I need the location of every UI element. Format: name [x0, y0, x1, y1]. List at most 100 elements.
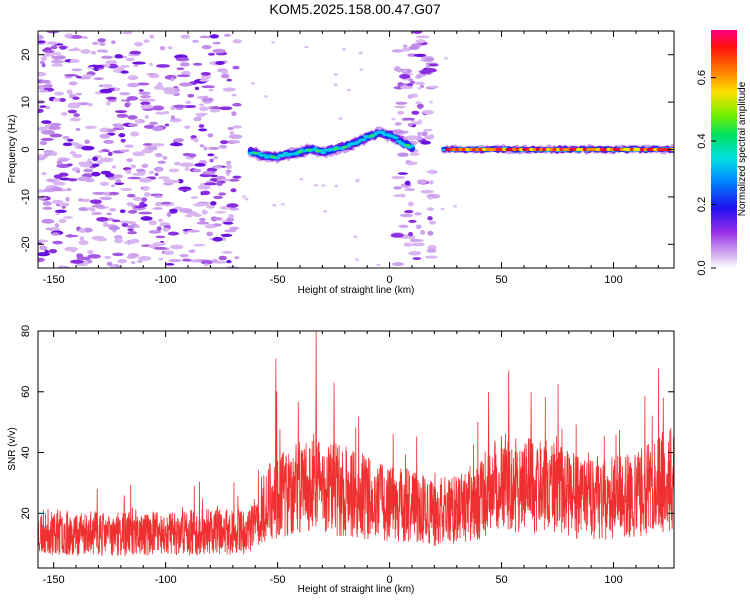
noise-speck	[148, 230, 162, 234]
noise-speck	[38, 126, 48, 132]
noise-speck	[72, 47, 79, 51]
noise-speck	[130, 131, 140, 137]
noise-speck	[103, 220, 108, 226]
noise-speck	[154, 172, 159, 177]
noise-speck	[38, 257, 45, 263]
noise-speck	[207, 153, 215, 157]
noise-speck	[272, 203, 277, 207]
noise-speck	[149, 121, 159, 126]
noise-speck	[58, 218, 67, 224]
signal-core	[252, 151, 259, 155]
noise-speck	[78, 228, 86, 233]
noise-speck	[126, 158, 133, 163]
noise-speck	[206, 204, 216, 209]
noise-speck	[224, 229, 237, 233]
noise-speck	[50, 59, 64, 64]
noise-speck	[170, 77, 175, 82]
noise-speck	[127, 176, 141, 180]
noise-speck	[180, 34, 191, 39]
noise-speck	[230, 188, 237, 193]
noise-speck	[136, 260, 143, 264]
noise-speck	[163, 250, 175, 256]
noise-speck	[99, 157, 114, 163]
noise-speck	[202, 171, 216, 175]
noise-speck	[148, 170, 155, 175]
noise-speck	[415, 224, 422, 230]
noise-speck	[56, 160, 63, 166]
noise-speck	[411, 242, 425, 247]
noise-speck	[91, 235, 106, 241]
noise-speck	[408, 251, 422, 256]
noise-speck	[271, 40, 276, 44]
noise-speck	[228, 214, 234, 219]
noise-speck	[116, 113, 129, 118]
noise-speck	[83, 260, 89, 265]
noise-speck	[104, 255, 112, 259]
noise-speck	[99, 88, 113, 94]
noise-speck	[394, 122, 402, 126]
noise-speck	[184, 125, 191, 130]
noise-speck	[120, 99, 126, 102]
noise-speck	[100, 55, 114, 59]
noise-speck	[355, 178, 360, 182]
noise-speck	[414, 81, 425, 86]
noise-speck	[110, 184, 116, 188]
noise-speck	[203, 182, 218, 186]
spectrogram-x-tick-label: 0	[387, 274, 393, 286]
signal-cell	[355, 140, 362, 144]
noise-speck	[169, 208, 178, 214]
noise-speck	[84, 139, 90, 145]
noise-speck	[211, 258, 218, 264]
noise-speck	[210, 201, 217, 206]
noise-speck	[102, 84, 113, 88]
noise-speck	[428, 100, 433, 104]
noise-speck	[404, 135, 419, 141]
noise-speck	[416, 103, 424, 109]
noise-speck	[166, 212, 172, 217]
noise-speck	[391, 262, 405, 267]
noise-speck	[197, 184, 211, 190]
noise-speck	[144, 98, 156, 102]
snr-y-tick-label: 40	[20, 446, 32, 458]
signal-core	[297, 150, 304, 154]
noise-speck	[126, 193, 136, 198]
noise-speck	[118, 220, 131, 224]
noise-speck	[128, 209, 138, 214]
snr-x-tick-label: -100	[155, 574, 177, 586]
noise-speck	[219, 178, 231, 182]
noise-speck	[80, 49, 91, 54]
noise-speck	[212, 41, 221, 45]
noise-speck	[218, 255, 227, 261]
noise-speck	[100, 170, 111, 175]
noise-speck	[409, 152, 421, 156]
noise-speck	[154, 195, 163, 199]
noise-speck	[231, 111, 237, 117]
noise-speck	[140, 94, 152, 99]
noise-speck	[38, 40, 46, 44]
noise-speck	[399, 73, 411, 79]
noise-speck	[81, 145, 95, 151]
noise-speck	[156, 64, 170, 68]
noise-speck	[70, 259, 85, 264]
noise-speck	[250, 82, 255, 85]
noise-speck	[46, 41, 59, 45]
noise-speck	[181, 70, 191, 76]
noise-speck	[45, 227, 54, 231]
noise-speck	[198, 103, 205, 107]
signal-cell	[379, 130, 386, 135]
noise-speck	[323, 210, 328, 213]
noise-speck	[425, 65, 431, 69]
noise-speck	[428, 197, 433, 200]
noise-speck	[92, 191, 106, 195]
noise-speck	[117, 259, 128, 264]
noise-speck	[48, 122, 62, 127]
snr-x-tick-label: -150	[43, 574, 65, 586]
noise-speck	[65, 197, 70, 202]
noise-speck	[52, 240, 63, 245]
noise-speck	[241, 195, 246, 198]
noise-speck	[201, 209, 208, 215]
noise-speck	[404, 180, 411, 186]
noise-speck	[213, 156, 219, 160]
noise-speck	[232, 65, 240, 70]
